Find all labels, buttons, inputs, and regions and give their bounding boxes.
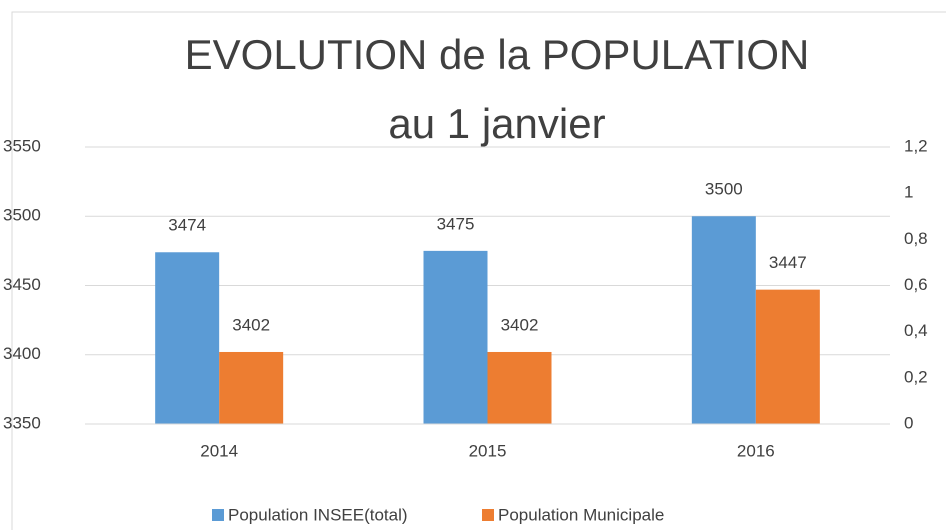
y-tick-label: 3350 — [3, 413, 41, 432]
y2-tick-label: 0,6 — [904, 275, 928, 294]
chart-title: EVOLUTION de la POPULATION — [185, 31, 810, 78]
y-tick-label: 3450 — [3, 275, 41, 294]
value-label: 3475 — [437, 214, 475, 233]
y2-tick-label: 0,4 — [904, 321, 928, 340]
bar — [219, 351, 284, 424]
legend-label: Population Municipale — [498, 505, 664, 524]
bar — [423, 250, 488, 424]
legend-label: Population INSEE(total) — [228, 505, 408, 524]
chart-title: au 1 janvier — [388, 100, 605, 147]
value-label: 3447 — [769, 253, 807, 272]
bar — [691, 216, 756, 424]
y2-tick-label: 1,2 — [904, 136, 928, 155]
x-tick-label: 2016 — [737, 441, 775, 460]
y2-tick-label: 1 — [904, 183, 913, 202]
y-tick-label: 3550 — [3, 136, 41, 155]
y-tick-label: 3400 — [3, 344, 41, 363]
x-tick-label: 2014 — [200, 441, 238, 460]
value-label: 3474 — [168, 216, 206, 235]
value-label: 3402 — [232, 315, 270, 334]
y-tick-label: 3500 — [3, 206, 41, 225]
y2-tick-label: 0,2 — [904, 367, 928, 386]
y2-tick-label: 0 — [904, 413, 913, 432]
bar — [487, 351, 552, 424]
x-tick-label: 2015 — [469, 441, 507, 460]
value-label: 3402 — [501, 315, 539, 334]
bar — [155, 252, 220, 424]
value-label: 3500 — [705, 180, 743, 199]
legend-swatch — [482, 509, 494, 521]
bar — [755, 289, 820, 424]
y2-tick-label: 0,8 — [904, 229, 928, 248]
legend-swatch — [212, 509, 224, 521]
